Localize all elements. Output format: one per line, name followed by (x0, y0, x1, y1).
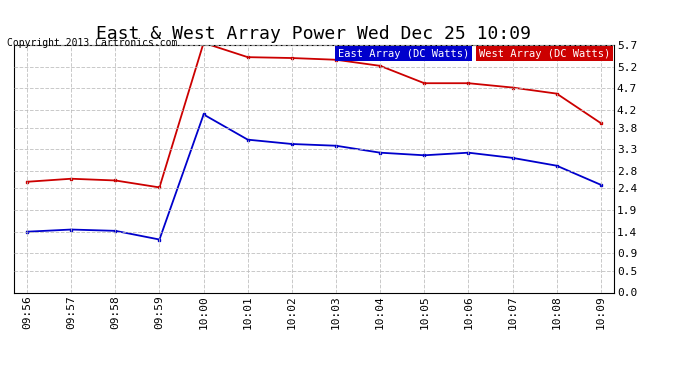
Title: East & West Array Power Wed Dec 25 10:09: East & West Array Power Wed Dec 25 10:09 (97, 26, 531, 44)
Text: East Array (DC Watts): East Array (DC Watts) (338, 49, 469, 59)
Text: Copyright 2013 Cartronics.com: Copyright 2013 Cartronics.com (7, 38, 177, 48)
Text: West Array (DC Watts): West Array (DC Watts) (479, 49, 610, 59)
